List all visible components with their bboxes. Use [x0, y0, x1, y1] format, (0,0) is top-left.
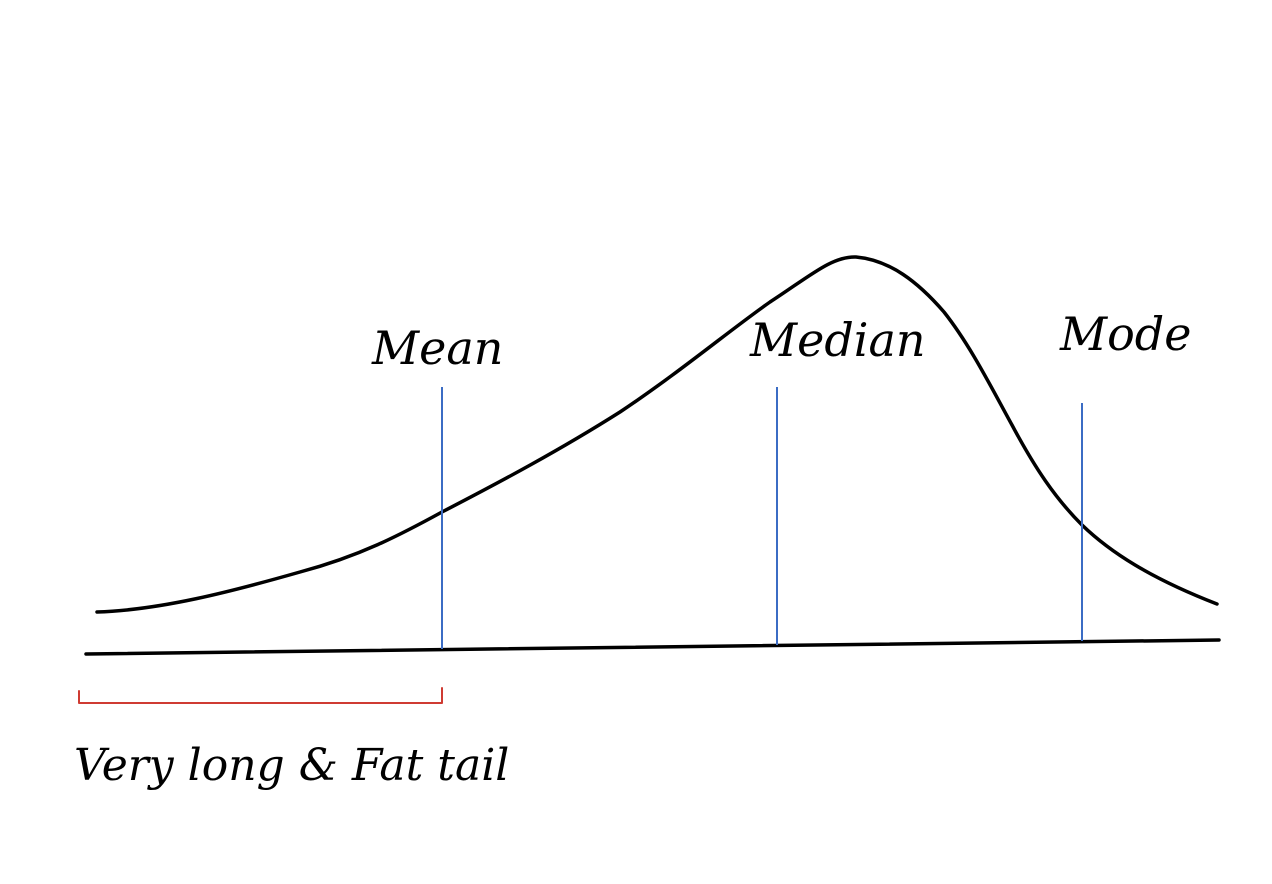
distribution-curve — [95, 255, 1219, 614]
tail-bracket — [78, 687, 443, 704]
x-axis — [84, 638, 1221, 656]
median-label: Median — [749, 313, 926, 367]
tail-label: Very long & Fat tail — [74, 740, 509, 791]
mode-label: Mode — [1059, 307, 1191, 361]
mean-label: Mean — [371, 321, 503, 375]
